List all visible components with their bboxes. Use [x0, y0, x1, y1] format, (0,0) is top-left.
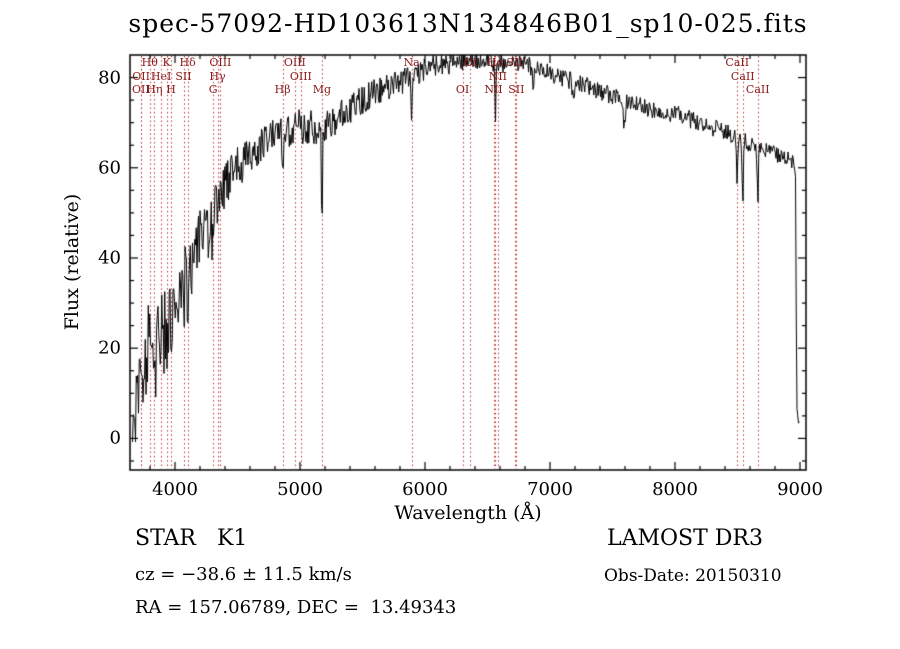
- x-tick-label: 5000: [277, 479, 323, 500]
- spectral-line-label: Hα: [486, 56, 504, 69]
- spectral-line-label: CaII: [730, 69, 755, 83]
- x-tick-label: 7000: [527, 479, 573, 500]
- y-tick-label: 0: [109, 427, 121, 449]
- spectral-line-label: NII: [488, 69, 508, 83]
- spectral-line-label: SII: [508, 83, 525, 96]
- spectral-line-label: NII: [484, 83, 503, 96]
- spectral-line-label: SII: [175, 69, 192, 83]
- spectral-line-label: Hη: [146, 83, 163, 96]
- spectral-line-label: G: [208, 83, 218, 96]
- spectral-line-label: OIII: [209, 56, 232, 69]
- spectral-line-label: OIII: [289, 69, 312, 83]
- spectral-line-label: K: [162, 56, 171, 69]
- spectral-line-label: OIII: [283, 56, 306, 69]
- survey-release-label: LAMOST DR3: [607, 526, 763, 551]
- ra-dec-value: RA = 157.06789, DEC = 13.49343: [135, 597, 457, 618]
- y-tick-label: 60: [98, 157, 121, 179]
- obs-date-value: Obs-Date: 20150310: [604, 566, 782, 586]
- y-axis-label: Flux (relative): [61, 193, 83, 331]
- spectral-line-label: SII: [506, 56, 523, 69]
- object-class-label: STAR K1: [135, 526, 248, 551]
- spectral-line-label: Na: [403, 56, 420, 69]
- spectral-line-label: H: [166, 83, 176, 96]
- plot-title: spec-57092-HD103613N134846B01_sp10-025.f…: [128, 9, 808, 38]
- y-tick-label: 80: [98, 67, 121, 89]
- spectral-line-label: Hγ: [209, 69, 226, 83]
- spectral-line-label: Hθ: [141, 56, 158, 69]
- spectral-line-label: CaII: [725, 56, 750, 69]
- spectral-line-label: Hδ: [179, 56, 196, 69]
- spectral-line-label: OII: [132, 83, 150, 96]
- spectral-line-label: CaII: [745, 83, 770, 96]
- y-tick-label: 20: [98, 337, 121, 359]
- spectral-line-label: OI: [455, 83, 470, 96]
- spectral-line-label: HeI: [150, 69, 172, 83]
- x-tick-label: 4000: [152, 479, 198, 500]
- x-tick-label: 9000: [777, 479, 823, 500]
- cz-velocity-value: cz = −38.6 ± 11.5 km/s: [135, 564, 352, 585]
- spectral-line-label: Mg: [312, 83, 332, 96]
- x-tick-label: 6000: [402, 479, 448, 500]
- spectral-line-label: OII: [132, 69, 150, 83]
- spectral-line-label: Hβ: [274, 83, 291, 96]
- spectral-line-label: OI: [463, 56, 478, 69]
- y-tick-label: 40: [98, 247, 121, 269]
- x-axis-label: Wavelength (Å): [394, 502, 542, 524]
- x-tick-label: 8000: [652, 479, 698, 500]
